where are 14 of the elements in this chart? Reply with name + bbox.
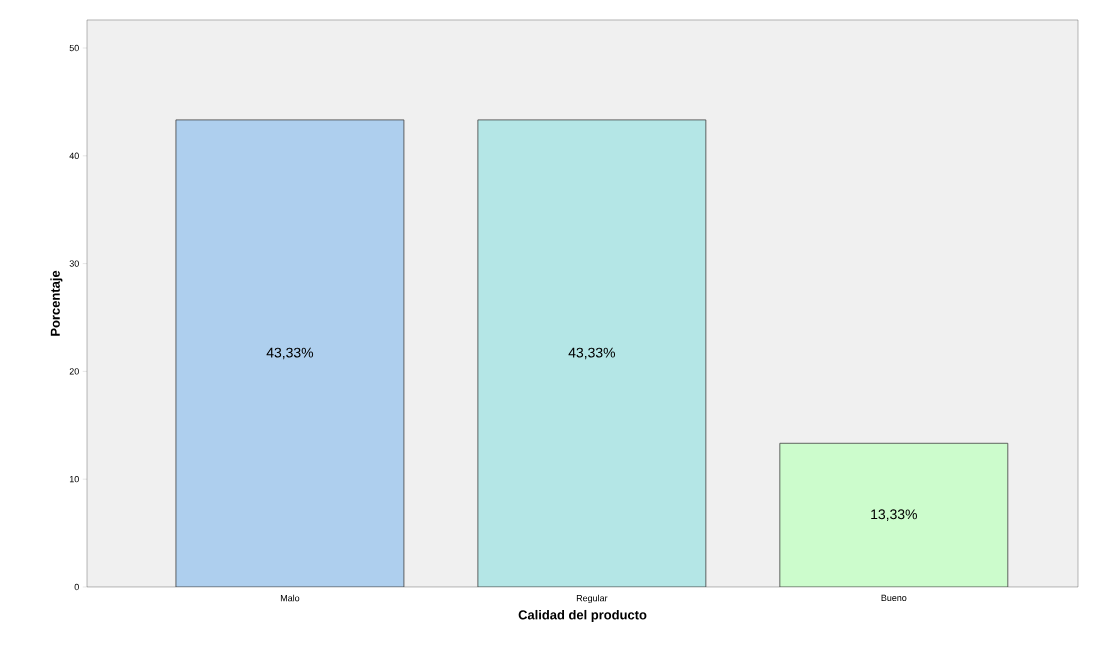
y-axis-title: Porcentaje (50, 270, 63, 336)
data-label: 43,33% (266, 347, 314, 360)
y-tick-label: 20 (69, 368, 79, 375)
y-tick-label: 10 (69, 476, 79, 483)
x-tick-label: Regular (576, 594, 608, 604)
y-tick-label: 30 (69, 260, 79, 267)
data-label: 13,33% (871, 509, 917, 521)
x-tick-label: Malo (280, 594, 300, 602)
y-tick-label: 0 (74, 583, 79, 591)
x-axis-title: Calidad del producto (518, 609, 647, 623)
x-tick-label: Bueno (881, 594, 907, 602)
y-tick-label: 50 (69, 44, 79, 52)
data-label: 43,33% (568, 347, 616, 360)
y-tick-label: 40 (69, 152, 79, 159)
